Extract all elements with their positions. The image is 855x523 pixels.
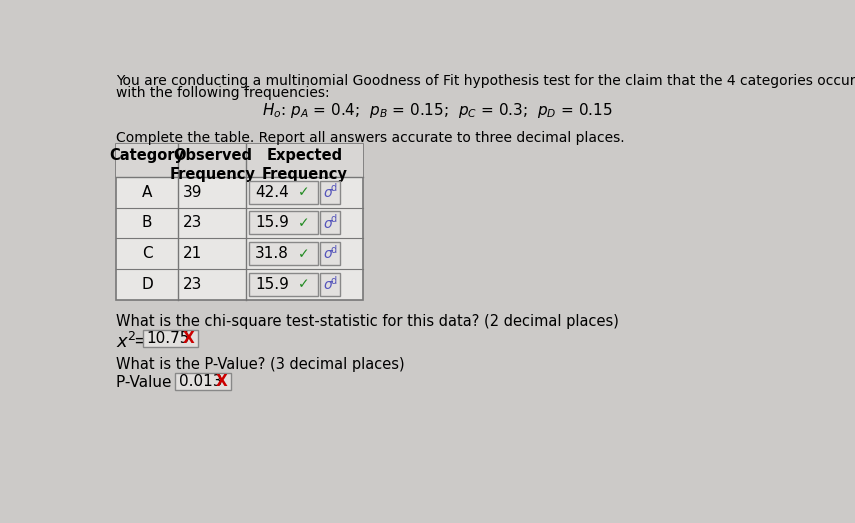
Text: Category: Category	[109, 148, 185, 163]
Bar	[320, 211, 340, 234]
Text: P-Value =: P-Value =	[116, 374, 189, 390]
Text: D: D	[141, 277, 153, 292]
Text: ✓: ✓	[298, 216, 310, 230]
Text: 15.9: 15.9	[255, 277, 289, 292]
Bar	[250, 211, 318, 234]
Text: d: d	[331, 214, 337, 224]
Text: 31.8: 31.8	[255, 246, 289, 261]
Text: ✓: ✓	[298, 247, 310, 261]
Text: 23: 23	[183, 215, 202, 231]
Text: B: B	[142, 215, 152, 231]
Text: d: d	[331, 245, 337, 255]
Text: σ: σ	[324, 186, 333, 200]
Text: Expected
Frequency: Expected Frequency	[262, 148, 347, 182]
Bar	[250, 273, 318, 296]
Bar	[116, 144, 363, 300]
Text: What is the P-Value? (3 decimal places): What is the P-Value? (3 decimal places)	[116, 357, 404, 372]
Text: Observed
Frequency: Observed Frequency	[169, 148, 255, 182]
Bar	[320, 242, 340, 265]
Bar	[250, 180, 318, 203]
Text: $H_o$: $p_A$ = 0.4;  $p_B$ = 0.15;  $p_C$ = 0.3;  $p_D$ = 0.15: $H_o$: $p_A$ = 0.4; $p_B$ = 0.15; $p_C$ …	[262, 101, 613, 120]
Text: 15.9: 15.9	[255, 215, 289, 231]
Bar	[175, 373, 231, 390]
Text: Complete the table. Report all answers accurate to three decimal places.: Complete the table. Report all answers a…	[116, 131, 625, 144]
Text: σ: σ	[324, 278, 333, 292]
Text: 0.013: 0.013	[179, 374, 222, 389]
Text: d: d	[331, 276, 337, 286]
Text: σ: σ	[324, 247, 333, 262]
Text: X: X	[215, 374, 227, 389]
Text: You are conducting a multinomial Goodness of Fit hypothesis test for the claim t: You are conducting a multinomial Goodnes…	[116, 74, 855, 87]
Text: 42.4: 42.4	[255, 185, 289, 200]
Text: What is the chi-square test-statistic for this data? (2 decimal places): What is the chi-square test-statistic fo…	[116, 314, 619, 329]
Text: A: A	[142, 185, 152, 200]
Bar	[116, 144, 363, 177]
Text: d: d	[331, 183, 337, 194]
Bar	[250, 242, 318, 265]
Bar	[320, 273, 340, 296]
Text: 10.75: 10.75	[146, 331, 190, 346]
Bar	[143, 330, 198, 347]
Text: $x^2$: $x^2$	[116, 332, 137, 351]
Text: ✓: ✓	[298, 185, 310, 199]
Text: 23: 23	[183, 277, 202, 292]
Bar	[320, 180, 340, 203]
Text: X: X	[183, 331, 194, 346]
Text: C: C	[142, 246, 152, 261]
Text: 21: 21	[183, 246, 202, 261]
Text: σ: σ	[324, 217, 333, 231]
Text: ✓: ✓	[298, 278, 310, 291]
Text: with the following frequencies:: with the following frequencies:	[116, 86, 330, 100]
Text: =: =	[133, 332, 148, 349]
Text: 39: 39	[183, 185, 203, 200]
